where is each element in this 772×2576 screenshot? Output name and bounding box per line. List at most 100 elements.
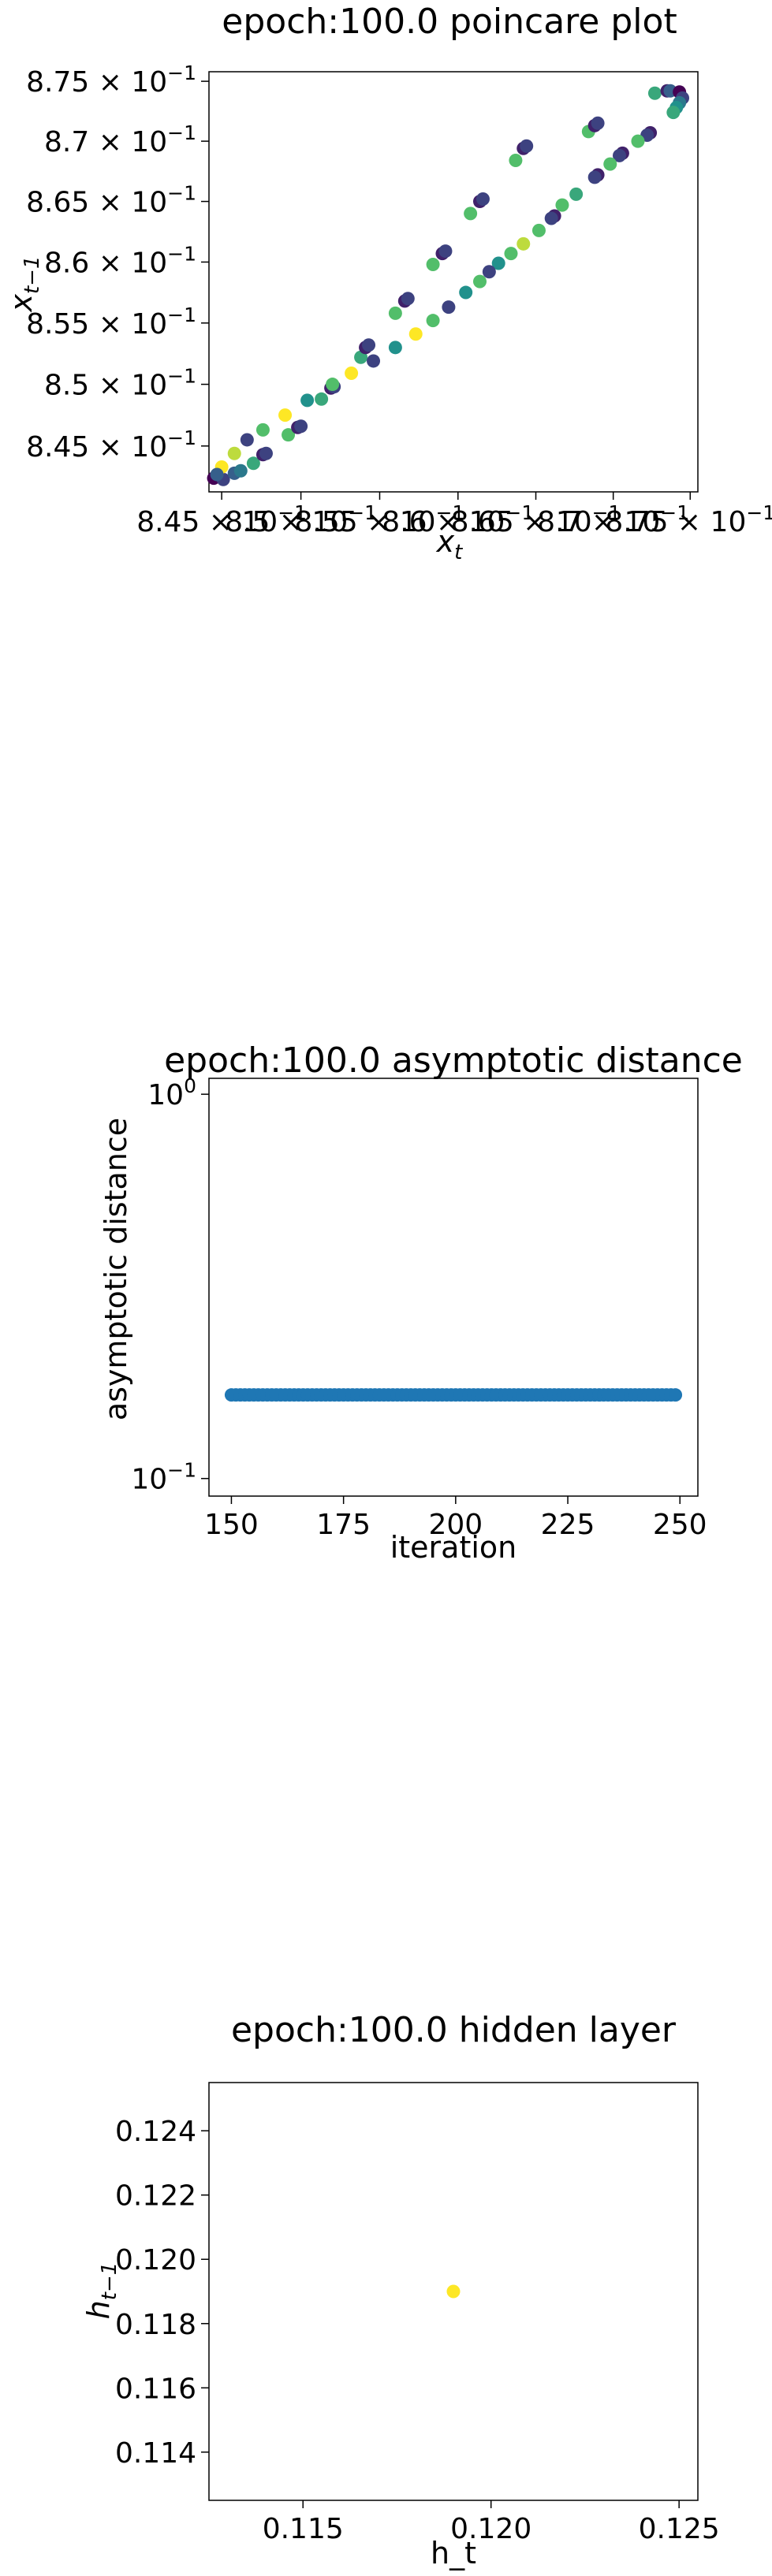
poincare-point xyxy=(246,456,260,471)
asymptotic-x-tick-label: 200 xyxy=(428,1509,483,1541)
poincare-chart: epoch:100.0 poincare plot 8.45 × 10−18.5… xyxy=(4,2,772,564)
poincare-point xyxy=(438,244,453,259)
poincare-point xyxy=(464,207,478,221)
poincare-y-tick-label: 8.6 × 10−1 xyxy=(44,242,196,279)
poincare-point xyxy=(426,314,440,328)
poincare-point xyxy=(426,258,440,272)
asymptotic-y-axis-label: asymptotic distance xyxy=(99,1118,133,1420)
poincare-point xyxy=(282,428,296,442)
poincare-point xyxy=(227,446,241,460)
hidden-layer-chart: epoch:100.0 hidden layer 0.115 0.120 0.125… xyxy=(81,2010,720,2570)
poincare-point xyxy=(666,106,681,120)
hidden-layer-y-tick-label: 0.118 xyxy=(115,2309,196,2341)
poincare-point xyxy=(278,408,293,423)
poincare-points xyxy=(207,84,690,486)
poincare-point xyxy=(476,192,490,206)
hidden-layer-y-tick-label: 0.120 xyxy=(115,2244,196,2276)
hidden-layer-y-tick-label: 0.114 xyxy=(115,2437,196,2470)
poincare-point xyxy=(442,300,456,315)
poincare-y-tick-label: 8.65 × 10−1 xyxy=(26,182,196,219)
hidden-layer-title: epoch:100.0 hidden layer xyxy=(231,2010,677,2050)
hidden-layer-point xyxy=(446,2284,461,2299)
poincare-point xyxy=(509,154,523,168)
poincare-x-ticks: 8.45 × 10−18.5 × 10−18.55 × 10−18.6 × 10… xyxy=(136,492,772,538)
asymptotic-title: epoch:100.0 asymptotic distance xyxy=(164,1040,743,1081)
asymptotic-x-axis-label: iteration xyxy=(390,1530,517,1565)
poincare-x-tick-label: 8.55 × 10−1 xyxy=(295,501,465,538)
poincare-point xyxy=(491,256,505,270)
poincare-point xyxy=(367,354,381,368)
poincare-point xyxy=(255,423,270,437)
poincare-point xyxy=(544,211,558,225)
poincare-point xyxy=(591,116,605,130)
poincare-x-tick-label: 8.7 × 10−1 xyxy=(537,501,689,538)
asymptotic-chart: epoch:100.0 asymptotic distance 150 175 20… xyxy=(99,1040,743,1565)
hidden-layer-x-axis-label: h_t xyxy=(431,2536,476,2570)
poincare-title: epoch:100.0 poincare plot xyxy=(222,2,677,42)
asymptotic-x-tick-label: 175 xyxy=(316,1509,371,1541)
poincare-x-tick-label: 8.45 × 10−1 xyxy=(136,501,307,538)
poincare-point xyxy=(233,463,248,478)
hidden-layer-y-ticks: 0.114 0.116 0.118 0.120 0.122 0.124 xyxy=(115,2116,209,2470)
poincare-point xyxy=(517,236,531,251)
poincare-point xyxy=(326,378,340,392)
hidden-layer-y-axis-label: ht−1 xyxy=(81,2262,121,2320)
asymptotic-x-ticks: 150 175 200 225 250 xyxy=(204,1496,707,1541)
poincare-point xyxy=(603,157,617,171)
poincare-point xyxy=(504,247,518,261)
hidden-layer-plot-frame xyxy=(208,2082,699,2501)
asymptotic-x-tick-label: 225 xyxy=(541,1509,595,1541)
poincare-point xyxy=(459,285,473,300)
poincare-x-axis-label: xt xyxy=(436,524,464,564)
poincare-y-tick-label: 8.7 × 10−1 xyxy=(44,121,196,158)
poincare-point xyxy=(613,148,627,162)
poincare-y-tick-label: 8.75 × 10−1 xyxy=(26,61,196,99)
poincare-point xyxy=(315,392,329,406)
poincare-point xyxy=(210,467,224,482)
poincare-point xyxy=(520,139,534,153)
poincare-x-tick-label: 8.6 × 10−1 xyxy=(382,501,534,538)
poincare-point xyxy=(472,274,487,288)
poincare-point xyxy=(388,341,402,355)
asymptotic-y-tick-label: 10−1 xyxy=(131,1459,196,1496)
poincare-y-ticks: 8.45 × 10−1 8.5 × 10−1 8.55 × 10−1 8.6 × 10… xyxy=(26,61,209,463)
asymptotic-y-tick-label: 100 xyxy=(147,1074,196,1111)
asymptotic-y-ticks: 100 10−1 xyxy=(131,1074,209,1496)
poincare-point xyxy=(569,187,584,201)
poincare-point xyxy=(555,198,569,212)
hidden-layer-x-tick-label: 0.120 xyxy=(450,2513,531,2545)
poincare-y-tick-label: 8.45 × 10−1 xyxy=(26,426,196,463)
poincare-point xyxy=(531,223,546,237)
poincare-point xyxy=(240,433,254,447)
asymptotic-points xyxy=(224,1388,683,1402)
poincare-y-axis-label: xt−1 xyxy=(4,255,44,312)
hidden-layer-x-ticks: 0.115 0.120 0.125 xyxy=(263,2500,720,2545)
poincare-point xyxy=(259,446,273,460)
asymptotic-x-tick-label: 150 xyxy=(204,1509,259,1541)
hidden-layer-y-tick-label: 0.122 xyxy=(115,2180,196,2213)
poincare-x-tick-label: 8.65 × 10−1 xyxy=(451,501,621,538)
asymptotic-x-tick-label: 250 xyxy=(653,1509,707,1541)
poincare-point xyxy=(300,393,315,408)
poincare-point xyxy=(388,306,402,320)
poincare-point xyxy=(362,338,376,352)
poincare-point xyxy=(647,86,662,100)
asymptotic-plot-frame xyxy=(208,1078,699,1497)
hidden-layer-y-tick-label: 0.124 xyxy=(115,2116,196,2148)
poincare-point xyxy=(631,134,645,148)
poincare-point xyxy=(345,367,359,381)
asymptotic-point xyxy=(669,1388,683,1402)
poincare-y-tick-label: 8.55 × 10−1 xyxy=(26,303,196,341)
poincare-plot-frame xyxy=(208,71,699,493)
hidden-layer-x-tick-label: 0.125 xyxy=(639,2513,720,2545)
poincare-x-tick-label: 8.75 × 10−1 xyxy=(605,501,772,538)
poincare-point xyxy=(482,265,496,279)
poincare-point xyxy=(401,292,415,306)
hidden-layer-x-tick-label: 0.115 xyxy=(263,2513,344,2545)
poincare-point xyxy=(294,419,308,434)
poincare-point xyxy=(408,327,423,341)
hidden-layer-y-tick-label: 0.116 xyxy=(115,2373,196,2405)
poincare-point xyxy=(587,170,602,184)
hidden-layer-points xyxy=(446,2284,461,2299)
